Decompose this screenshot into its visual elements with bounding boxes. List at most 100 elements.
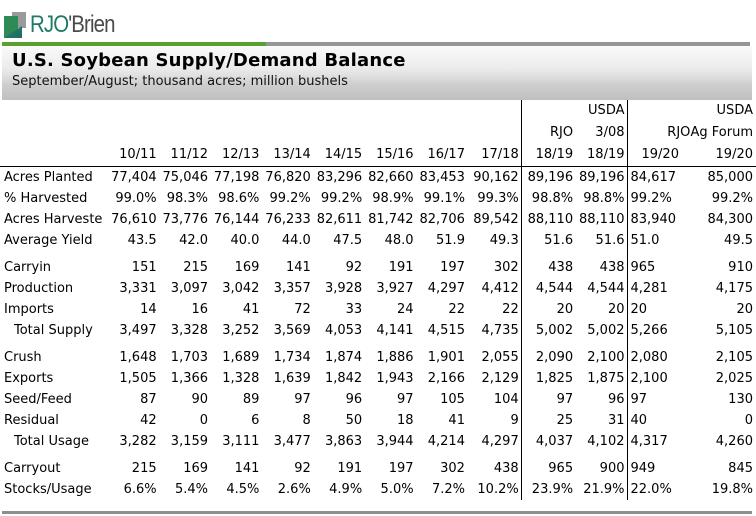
value-cell: 900 <box>599 461 625 476</box>
column-header: 19/20 <box>626 144 691 167</box>
column-header <box>104 100 157 122</box>
value-cell: 49.5 <box>724 233 753 248</box>
value-cell: 3,042 <box>222 281 260 296</box>
value-cell: 2.6% <box>277 482 311 497</box>
column-header: 14/15 <box>310 144 363 167</box>
value-cell: 75,046 <box>162 170 209 185</box>
row-label: Imports <box>4 302 54 317</box>
column-header <box>465 122 521 144</box>
value-cell: 1,842 <box>324 371 363 386</box>
value-cell: 1,703 <box>170 350 209 365</box>
value-cell: 197 <box>388 461 414 476</box>
column-header: RJO <box>520 122 574 144</box>
value-cell: 47.5 <box>333 233 363 248</box>
value-cell: 4,141 <box>376 323 414 338</box>
value-cell: 104 <box>493 392 519 407</box>
bottom-rule <box>2 511 752 514</box>
value-cell: 4,515 <box>427 323 465 338</box>
value-cell: 83,940 <box>626 209 691 230</box>
value-cell: 20 <box>520 299 574 320</box>
value-cell: 20 <box>736 302 753 317</box>
value-cell: 1,639 <box>273 371 311 386</box>
value-cell: 21.9% <box>583 482 625 497</box>
table-row: Residual 42 0 6 8 50 18 41 9 25 31 40 0 <box>0 410 756 431</box>
value-cell: 97 <box>397 392 414 407</box>
value-cell: 191 <box>337 461 363 476</box>
value-cell: 76,820 <box>265 170 311 185</box>
value-cell: 5,002 <box>587 323 625 338</box>
column-header <box>520 100 574 122</box>
value-cell: 19.8% <box>711 482 753 497</box>
column-header <box>311 122 362 144</box>
value-cell: 97 <box>520 389 574 410</box>
value-cell: 48.0 <box>384 233 414 248</box>
value-cell: 6.6% <box>123 482 157 497</box>
value-cell: 5,105 <box>715 323 753 338</box>
table-row: Average Yield 43.5 42.0 40.0 44.0 47.5 48.0 51.… <box>0 230 756 251</box>
column-header: 13/14 <box>259 144 311 167</box>
row-label: Acres Harveste <box>4 212 103 227</box>
value-cell: 31 <box>607 413 625 428</box>
column-header: 18/19 <box>573 144 627 167</box>
value-cell: 76,233 <box>265 212 311 227</box>
value-cell: 24 <box>397 302 414 317</box>
table-row: Carryin 151 215 169 141 92 191 197 302 438 438 965 9… <box>0 257 756 278</box>
value-cell: 4,214 <box>427 434 465 449</box>
column-header <box>362 100 413 122</box>
value-cell: 215 <box>183 260 209 275</box>
row-label: Carryout <box>4 461 61 476</box>
header-row: RJO 3/08 RJO Ag Forum <box>0 122 756 144</box>
value-cell: 90,162 <box>473 170 519 185</box>
value-cell: 51.6 <box>520 230 574 251</box>
value-cell: 3,863 <box>324 434 363 449</box>
value-cell: 99.2% <box>711 191 753 206</box>
value-cell: 98.9% <box>372 191 414 206</box>
header-label-cell <box>0 144 104 167</box>
column-header: 17/18 <box>464 144 522 167</box>
value-cell: 41 <box>242 302 260 317</box>
value-cell: 8 <box>302 413 311 428</box>
row-label: Production <box>4 281 74 296</box>
value-cell: 4,175 <box>715 281 753 296</box>
row-label: Stocks/Usage <box>4 482 92 497</box>
value-cell: 82,611 <box>316 212 363 227</box>
column-header <box>362 122 413 144</box>
value-cell: 6 <box>251 413 260 428</box>
value-cell: 98.6% <box>218 191 260 206</box>
page-subtitle: September/August; thousand acres; millio… <box>12 74 348 89</box>
value-cell: 96 <box>345 392 363 407</box>
value-cell: 5,002 <box>520 320 574 341</box>
value-cell: 4,102 <box>587 434 625 449</box>
value-cell: 92 <box>294 461 311 476</box>
value-cell: 3,944 <box>376 434 414 449</box>
value-cell: 1,943 <box>376 371 414 386</box>
value-cell: 4,544 <box>520 278 574 299</box>
value-cell: 22 <box>448 302 465 317</box>
value-cell: 2,055 <box>481 350 519 365</box>
value-cell: 4,037 <box>520 431 574 452</box>
value-cell: 191 <box>388 260 414 275</box>
value-cell: 83,453 <box>419 170 465 185</box>
value-cell: 3,252 <box>222 323 260 338</box>
value-cell: 77,198 <box>213 170 260 185</box>
row-label: Total Usage <box>14 434 89 449</box>
value-cell: 99.2% <box>269 191 311 206</box>
value-cell: 910 <box>728 260 753 275</box>
value-cell: 84,300 <box>707 212 754 227</box>
value-cell: 130 <box>728 392 753 407</box>
value-cell: 99.2% <box>626 188 691 209</box>
logo-wordmark: RJO'Brien <box>30 11 116 38</box>
value-cell: 10.2% <box>477 482 519 497</box>
value-cell: 4,544 <box>587 281 625 296</box>
value-cell: 1,328 <box>222 371 260 386</box>
value-cell: 40.0 <box>230 233 260 248</box>
value-cell: 51.0 <box>626 230 691 251</box>
rjobrien-logo: RJO'Brien <box>4 6 130 38</box>
table-row: Acres Planted 77,404 75,046 77,198 76,820 83,… <box>0 166 756 188</box>
value-cell: 82,706 <box>419 212 465 227</box>
value-cell: 4,281 <box>626 278 691 299</box>
page-title: U.S. Soybean Supply/Demand Balance <box>12 50 406 71</box>
value-cell: 22 <box>502 302 519 317</box>
value-cell: 14 <box>140 302 157 317</box>
value-cell: 2,166 <box>427 371 465 386</box>
